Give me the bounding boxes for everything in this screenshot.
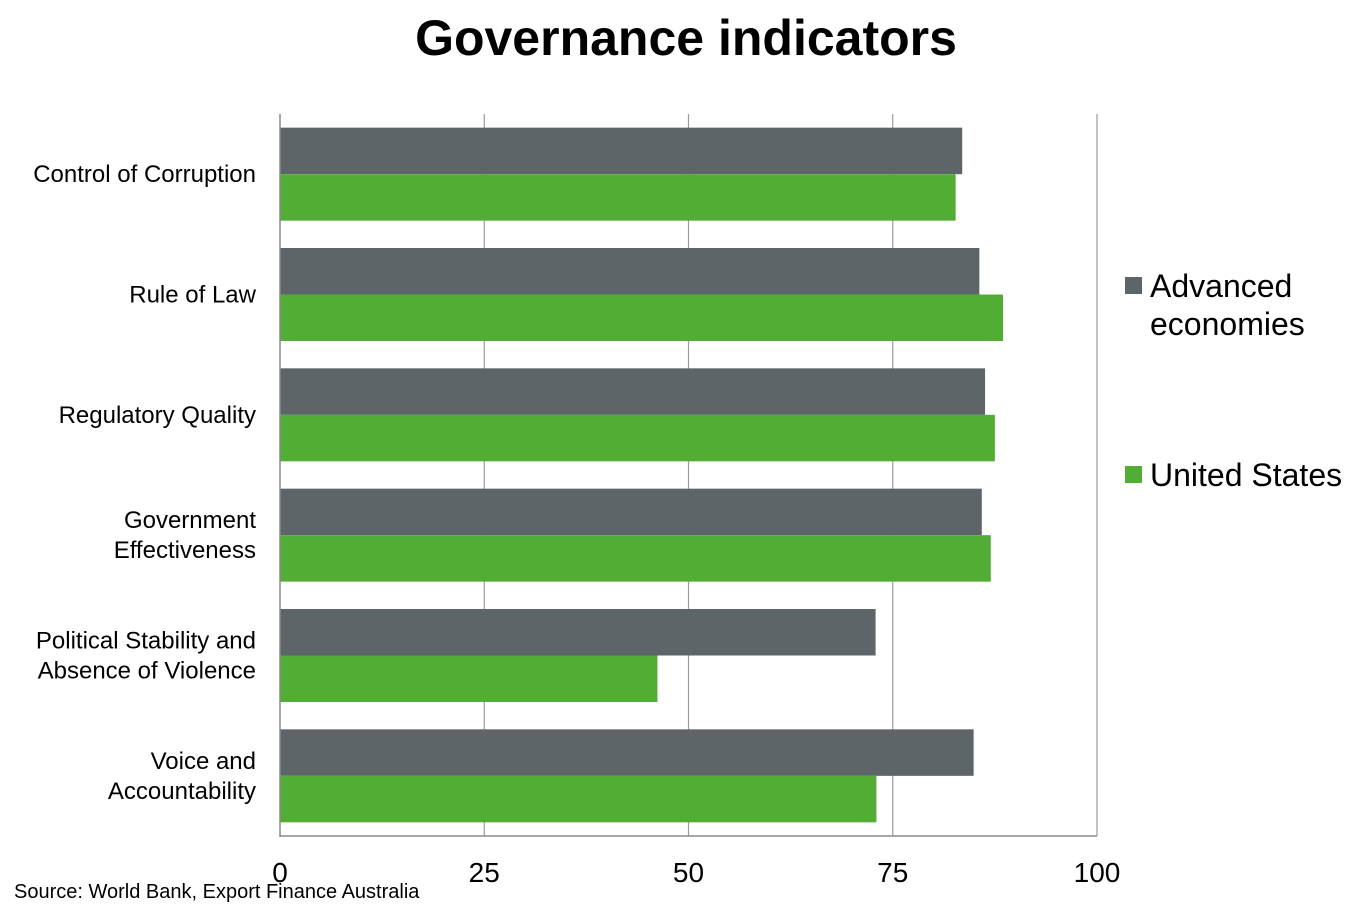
legend-swatch-advanced xyxy=(1125,277,1142,294)
source-note: Source: World Bank, Export Finance Austr… xyxy=(14,881,420,903)
bar-us-4 xyxy=(280,655,658,702)
bars xyxy=(280,127,1004,823)
legend-label-us: United States xyxy=(1150,457,1342,493)
legend: Advanced economies United States xyxy=(1125,268,1342,493)
axes xyxy=(279,114,1097,837)
category-label-4-0: Political Stability and xyxy=(36,628,256,655)
category-label-0: Control of Corruption xyxy=(33,161,256,188)
legend-label-advanced: Advanced economies xyxy=(1150,268,1305,342)
chart-title: Governance indicators xyxy=(415,10,957,66)
bar-us-2 xyxy=(280,414,995,462)
x-tick-labels: 0 25 50 75 100 xyxy=(272,857,1120,888)
bar-advanced-5 xyxy=(280,729,974,776)
x-tick-label-2: 50 xyxy=(673,857,704,888)
bar-us-0 xyxy=(280,174,956,221)
bar-advanced-0 xyxy=(280,127,963,175)
category-label-3-1: Effectiveness xyxy=(114,537,256,564)
bar-advanced-1 xyxy=(280,248,980,295)
legend-swatch-us xyxy=(1125,466,1142,483)
gridlines xyxy=(483,114,1098,836)
x-tick-label-1: 25 xyxy=(469,857,500,888)
category-label-5-1: Accountability xyxy=(108,778,256,805)
category-label-2: Regulatory Quality xyxy=(59,402,256,429)
bar-advanced-2 xyxy=(280,368,986,415)
category-label-5-0: Voice and xyxy=(151,748,256,775)
bar-us-1 xyxy=(280,294,1004,341)
bar-advanced-4 xyxy=(280,609,876,656)
bar-advanced-3 xyxy=(280,488,982,536)
x-tick-label-4: 100 xyxy=(1074,857,1121,888)
bar-us-5 xyxy=(280,775,877,823)
category-label-4-1: Absence of Violence xyxy=(38,658,256,685)
x-tick-label-3: 75 xyxy=(877,857,908,888)
category-label-3-0: Government xyxy=(124,507,256,534)
x-tick-label-0: 0 xyxy=(272,857,288,888)
bar-us-3 xyxy=(280,535,991,582)
category-labels: Control of Corruption Rule of Law Regulato… xyxy=(33,161,256,805)
category-label-1: Rule of Law xyxy=(129,282,256,309)
